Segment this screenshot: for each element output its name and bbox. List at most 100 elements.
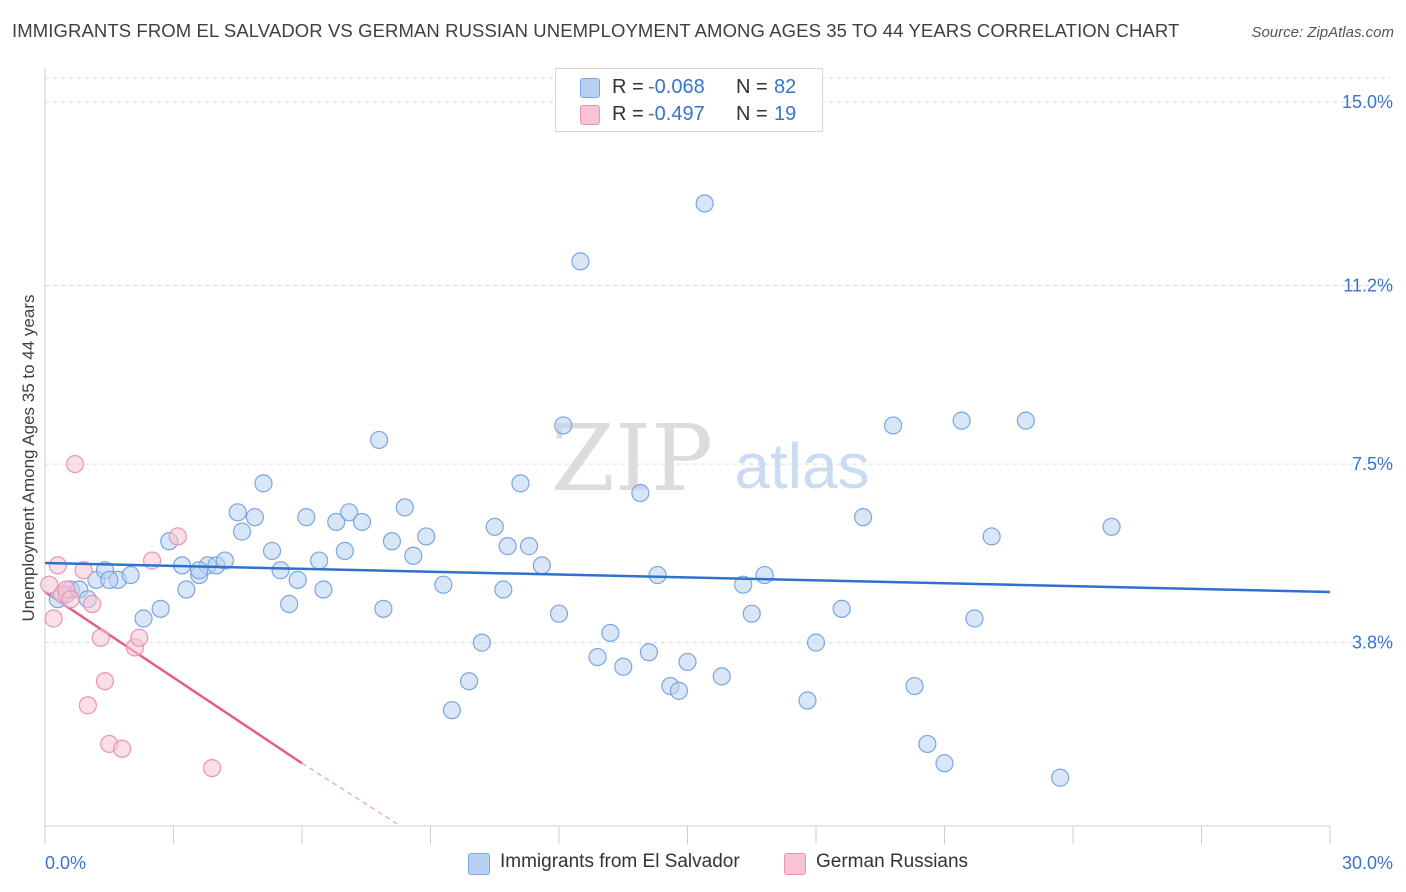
- data-point-el-salvador: [639, 643, 659, 662]
- data-point-german-russians: [83, 594, 102, 614]
- legend-row-pink: R = -0.497 N = 19: [556, 100, 822, 128]
- r-label: R =: [612, 103, 644, 125]
- data-point-el-salvador: [395, 498, 414, 517]
- data-point-el-salvador: [327, 512, 346, 532]
- data-point-el-salvador: [755, 565, 774, 585]
- data-point-el-salvador: [485, 517, 504, 536]
- n-value-pink: 19: [774, 103, 797, 125]
- r-value-blue: -0.068: [648, 76, 705, 98]
- legend-label: Immigrants from El Salvador: [500, 851, 740, 872]
- data-point-el-salvador: [614, 657, 633, 676]
- data-point-el-salvador: [519, 537, 539, 556]
- blue-swatch: [468, 853, 490, 875]
- data-point-el-salvador: [905, 676, 924, 696]
- blue-swatch: [580, 78, 600, 98]
- watermark: ZIP atlas: [551, 405, 870, 512]
- data-point-el-salvador: [1016, 411, 1035, 430]
- data-point-el-salvador: [177, 580, 196, 599]
- chart-title: IMMIGRANTS FROM EL SALVADOR VS GERMAN RU…: [12, 20, 1180, 41]
- data-point-german-russians: [48, 556, 67, 575]
- data-point-el-salvador: [1051, 768, 1070, 787]
- r-value-pink: -0.497: [648, 103, 705, 125]
- data-point-el-salvador: [245, 508, 264, 527]
- data-point-el-salvador: [370, 430, 389, 450]
- data-point-el-salvador: [588, 647, 607, 667]
- data-point-el-salvador: [459, 672, 479, 691]
- data-point-el-salvador: [215, 551, 234, 570]
- data-point-el-salvador: [297, 508, 316, 527]
- data-point-el-salvador: [511, 474, 530, 493]
- data-point-el-salvador: [669, 681, 689, 700]
- data-point-el-salvador: [404, 546, 423, 565]
- data-point-el-salvador: [190, 561, 209, 580]
- data-point-el-salvador: [134, 609, 153, 628]
- grid: [45, 77, 1390, 644]
- pink-points-layer: [40, 454, 222, 778]
- data-point-el-salvador: [100, 570, 119, 589]
- data-point-el-salvador: [806, 633, 826, 652]
- pink-swatch: [580, 105, 600, 125]
- data-point-el-salvador: [982, 527, 1001, 546]
- data-point-el-salvador: [695, 194, 714, 213]
- data-point-el-salvador: [952, 411, 971, 430]
- data-point-el-salvador: [554, 416, 573, 435]
- data-point-el-salvador: [228, 503, 247, 522]
- stats-legend: R = -0.068 N = 82 R = -0.497 N = 19: [555, 68, 823, 132]
- y-tick-label: 15.0%: [1342, 92, 1393, 112]
- data-point-german-russians: [44, 609, 63, 628]
- pink-trend-layer: [44, 590, 401, 827]
- data-point-el-salvador: [280, 594, 299, 614]
- data-point-el-salvador: [712, 667, 731, 686]
- data-point-el-salvador: [532, 556, 551, 575]
- y-tick-label: 11.2%: [1343, 276, 1393, 296]
- trend-line-german-russians: [44, 590, 303, 765]
- x-tick-label: 0.0%: [45, 853, 86, 873]
- blue-trend-layer: [44, 561, 1331, 594]
- data-point-el-salvador: [798, 691, 817, 710]
- data-point-el-salvador: [734, 575, 753, 594]
- data-point-el-salvador: [417, 527, 436, 546]
- data-point-german-russians: [95, 672, 115, 691]
- r-label: R =: [612, 76, 644, 98]
- data-point-el-salvador: [442, 701, 462, 720]
- data-point-el-salvador: [271, 561, 290, 580]
- pink-swatch: [784, 853, 806, 875]
- data-point-el-salvador: [151, 599, 170, 618]
- source-credit: Source: ZipAtlas.com: [1251, 24, 1394, 41]
- data-point-el-salvador: [965, 609, 984, 628]
- data-point-el-salvador: [832, 599, 851, 618]
- data-point-german-russians: [168, 527, 187, 546]
- data-point-el-salvador: [434, 575, 453, 594]
- data-point-el-salvador: [314, 580, 333, 599]
- legend-row-blue: R = -0.068 N = 82: [556, 73, 822, 101]
- data-point-el-salvador: [382, 532, 402, 551]
- data-point-el-salvador: [601, 623, 620, 643]
- data-point-el-salvador: [232, 522, 252, 541]
- data-point-el-salvador: [678, 652, 697, 672]
- data-point-el-salvador: [498, 537, 517, 556]
- data-point-el-salvador: [472, 633, 491, 652]
- data-point-german-russians: [40, 575, 59, 594]
- data-point-el-salvador: [549, 604, 569, 623]
- data-point-el-salvador: [352, 512, 372, 532]
- trend-extension-german-russians: [301, 762, 401, 827]
- n-value-blue: 82: [774, 76, 797, 98]
- data-point-el-salvador: [288, 570, 307, 589]
- tick-labels: 3.8% 7.5% 11.2% 15.0% 0.0% 30.0%: [45, 92, 1393, 873]
- data-point-german-russians: [74, 561, 93, 580]
- legend-label: German Russians: [816, 851, 969, 872]
- data-point-el-salvador: [918, 734, 937, 754]
- data-point-german-russians: [78, 696, 97, 715]
- data-point-german-russians: [91, 628, 110, 647]
- data-point-el-salvador: [648, 565, 667, 585]
- axes: [44, 68, 1331, 844]
- data-point-el-salvador: [262, 541, 282, 561]
- data-point-el-salvador: [1102, 517, 1121, 536]
- data-point-german-russians: [112, 739, 132, 758]
- trend-line-el-salvador: [44, 561, 1331, 594]
- data-point-el-salvador: [742, 604, 761, 623]
- data-point-el-salvador: [340, 503, 359, 522]
- data-point-el-salvador: [571, 252, 590, 271]
- data-point-el-salvador: [935, 754, 954, 773]
- data-point-el-salvador: [335, 541, 354, 561]
